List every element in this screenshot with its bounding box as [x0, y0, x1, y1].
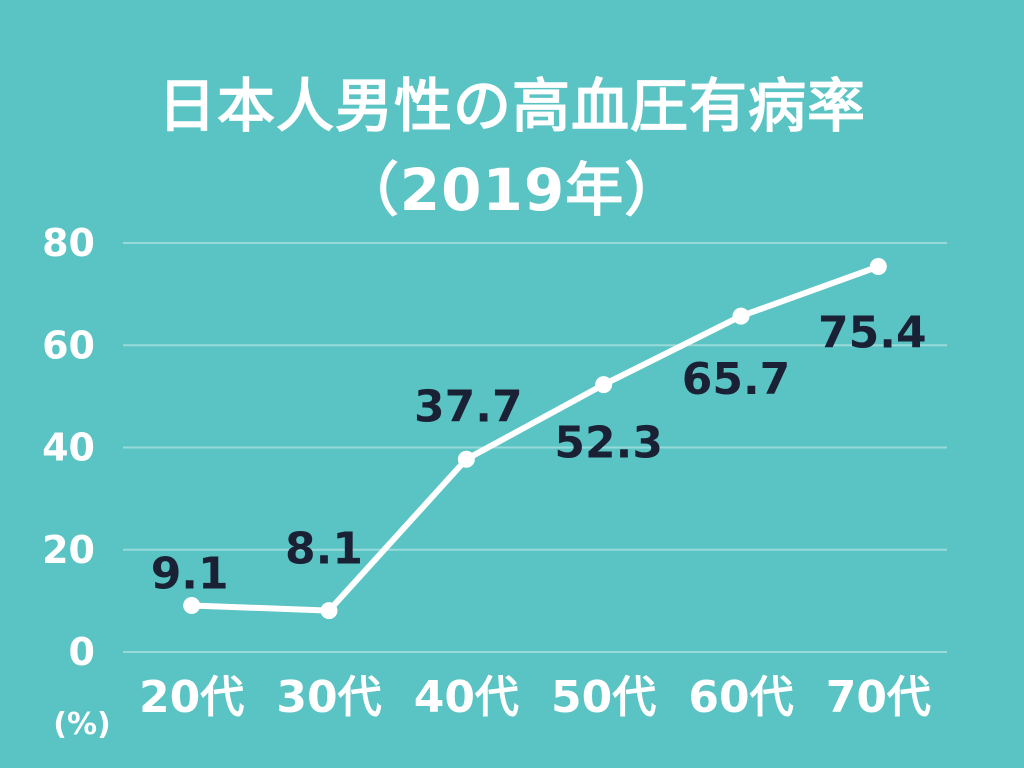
data-point-label: 52.3: [554, 418, 663, 469]
data-point-marker: [732, 307, 750, 325]
trend-line: [188, 263, 882, 614]
x-category-label: 70代: [826, 672, 931, 723]
data-point-label: 75.4: [818, 308, 927, 359]
data-point-label: 65.7: [682, 354, 791, 405]
chart-title: 日本人男性の高血圧有病率 （2019年）: [0, 64, 1024, 232]
chart-title-line2: （2019年）: [340, 156, 684, 224]
y-axis-tick-label: 20: [42, 528, 95, 572]
data-point-label: 37.7: [414, 381, 523, 432]
x-category-label: 40代: [414, 672, 519, 723]
y-axis-tick-label: 80: [42, 221, 95, 265]
data-point-marker: [183, 596, 201, 614]
x-category-label: 50代: [551, 672, 656, 723]
data-point-marker: [457, 450, 475, 468]
data-point-marker: [320, 602, 338, 620]
x-category-label: 60代: [688, 672, 793, 723]
y-axis-tick-label: 40: [42, 426, 95, 470]
y-axis-tick-label: 60: [42, 323, 95, 367]
data-point-marker: [869, 258, 887, 276]
y-axis-unit-label: (%): [53, 707, 110, 742]
data-point-label: 8.1: [285, 524, 363, 575]
chart-title-line1: 日本人男性の高血圧有病率: [157, 72, 866, 140]
y-axis-tick-label: 0: [69, 630, 95, 674]
x-category-label: 20代: [139, 672, 244, 723]
x-category-label: 30代: [276, 672, 381, 723]
data-point-marker: [595, 376, 613, 394]
data-point-label: 9.1: [151, 548, 229, 599]
